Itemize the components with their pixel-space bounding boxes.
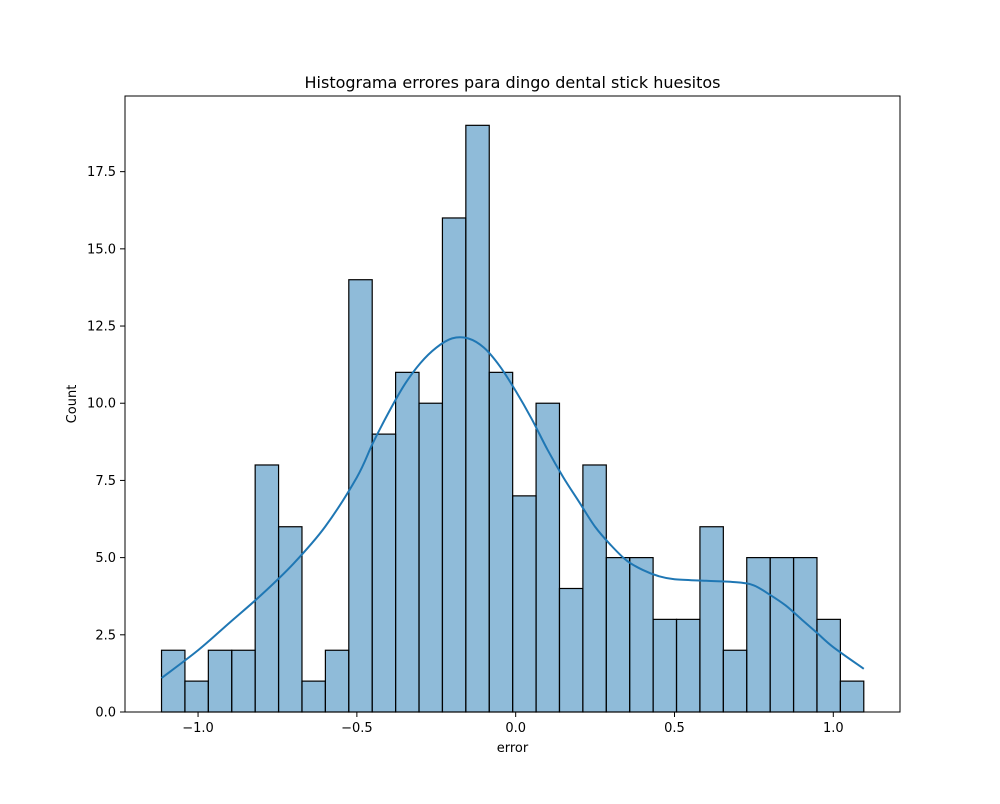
x-tick-label: 1.0 [823, 721, 844, 736]
y-tick-label: 17.5 [87, 165, 116, 180]
histogram-bar [301, 680, 326, 713]
histogram-bar [371, 433, 397, 713]
histogram-bar [488, 371, 514, 713]
histogram-bar [207, 649, 233, 713]
histogram-bar [277, 526, 303, 713]
y-tick-label: 12.5 [87, 320, 116, 335]
histogram-bar [699, 526, 724, 713]
histogram-bar [675, 618, 701, 713]
y-tick-label: 0.0 [95, 706, 116, 721]
histogram-bar [395, 371, 420, 713]
histogram-bar [839, 680, 865, 713]
x-tick-label: −0.5 [341, 721, 373, 736]
x-axis-label: error [497, 741, 529, 756]
y-axis-label: Count [65, 385, 80, 424]
histogram-bar [324, 649, 350, 713]
histogram-bar [769, 557, 795, 713]
histogram-bar [629, 557, 654, 713]
histogram-bar [231, 649, 256, 713]
histogram-bar [160, 649, 186, 713]
x-axis-ticks: −1.0 −0.5 0.0 0.5 1.0 [182, 712, 844, 736]
histogram-bar [441, 217, 467, 713]
histogram-bar [582, 464, 607, 713]
y-tick-label: 7.5 [95, 474, 116, 489]
y-tick-label: 10.0 [87, 397, 116, 412]
histogram-bar [348, 279, 373, 713]
x-tick-label: 0.5 [664, 721, 685, 736]
kde-layer [160, 336, 865, 679]
y-axis-ticks: 0.0 2.5 5.0 7.5 10.0 12.5 15.0 17.5 [87, 165, 125, 721]
histogram-bar [746, 557, 771, 713]
histogram-bar [652, 618, 678, 713]
kde-curve [160, 336, 865, 679]
y-tick-label: 15.0 [87, 242, 116, 257]
histogram-bar [184, 680, 209, 713]
y-tick-label: 2.5 [95, 628, 116, 643]
histogram-bar [792, 557, 818, 713]
chart-title: Histograma errores para dingo dental sti… [305, 73, 721, 92]
histogram-bar [816, 618, 841, 713]
histogram-bar [418, 402, 444, 713]
histogram-bar [558, 587, 584, 713]
x-tick-label: 0.0 [505, 721, 526, 736]
histogram-bar [465, 124, 490, 713]
y-tick-label: 5.0 [95, 551, 116, 566]
histogram-bar [605, 557, 631, 713]
bars-layer [160, 124, 865, 713]
histogram-bar [512, 495, 537, 713]
histogram-bar [722, 649, 748, 713]
x-tick-label: −1.0 [182, 721, 214, 736]
plot-frame [124, 95, 901, 713]
